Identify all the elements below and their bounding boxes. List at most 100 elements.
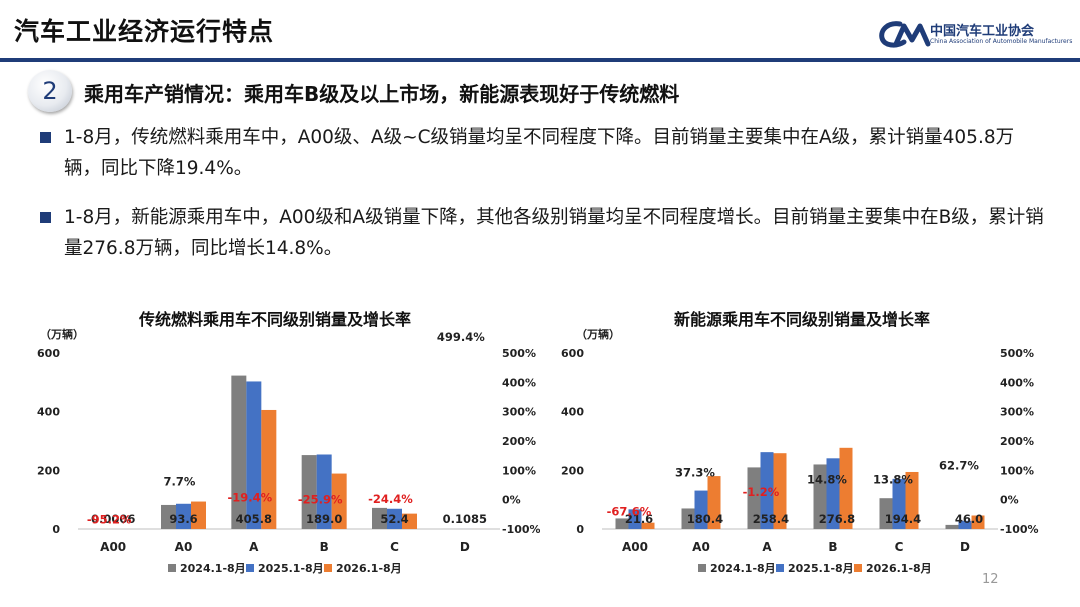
caam-logo-icon	[879, 21, 931, 48]
value-label: 180.4	[687, 512, 723, 526]
y-tick-label: 400	[561, 406, 584, 419]
legend-label: 2025.1-8月	[258, 562, 324, 575]
growth-label: -1.2%	[743, 485, 780, 499]
bar-A-2026.1-8月	[773, 453, 787, 529]
value-label: 189.0	[306, 512, 342, 526]
value-label: 0.0006	[91, 512, 135, 526]
legend-swatch-2025.1-8月	[246, 564, 254, 572]
bar-C-2026.1-8月	[905, 471, 919, 529]
section-heading: 乘用车产销情况：乘用车B级及以上市场，新能源表现好于传统燃料	[84, 82, 680, 106]
legend-label: 2026.1-8月	[866, 562, 932, 575]
title-divider	[0, 58, 1080, 62]
x-tick-label: B	[320, 540, 329, 554]
bullet-item: 1-8月，传统燃料乘用车中，A00级、A级~C级销量均呈不同程度下降。目前销量主…	[40, 122, 1050, 184]
y2-tick-label: 0%	[502, 494, 521, 507]
legend-swatch-2025.1-8月	[776, 564, 784, 572]
y2-tick-label: 200%	[502, 435, 536, 448]
growth-label: 13.8%	[873, 473, 913, 487]
bar-C-2024.1-8月	[879, 498, 893, 529]
bar-A0-2024.1-8月	[681, 508, 695, 529]
bar-A00-2025.1-8月	[628, 509, 642, 529]
bar-D-2024.1-8月	[945, 524, 959, 529]
bar-D-2026.1-8月	[971, 515, 985, 529]
growth-label: 62.7%	[939, 458, 979, 472]
bar-A0-2026.1-8月	[707, 476, 721, 529]
bar-A-2024.1-8月	[231, 375, 247, 529]
bar-A-2025.1-8月	[760, 452, 774, 529]
bar-B-2026.1-8月	[331, 473, 347, 529]
y-tick-label: 600	[561, 347, 584, 360]
bullet-square-icon	[40, 212, 51, 223]
legend-label: 2024.1-8月	[710, 562, 776, 575]
bullet-square-icon	[40, 132, 51, 143]
logo-en-text: China Association of Automobile Manufact…	[930, 38, 1073, 45]
nev-sales-chart: 新能源乘用车不同级别销量及增长率 （万辆） 0 200 400 600 -100% 0% 100…	[540, 300, 1080, 590]
y-tick-label: 0	[52, 523, 60, 536]
logo-cn-text: 中国汽车工业协会	[930, 24, 1035, 39]
value-label: 276.8	[819, 512, 855, 526]
y2-tick-label: -100%	[1000, 523, 1039, 536]
value-label: 405.8	[236, 512, 272, 526]
x-tick-label: D	[460, 540, 470, 554]
y-tick-label: 0	[576, 523, 584, 536]
growth-label: -95.2%	[87, 513, 132, 527]
bar-A-2024.1-8月	[747, 467, 761, 529]
x-tick-label: A0	[692, 540, 710, 554]
value-label: 258.4	[753, 512, 789, 526]
section-header: 2 乘用车产销情况：乘用车B级及以上市场，新能源表现好于传统燃料	[28, 70, 1048, 114]
bar-C-2025.1-8月	[387, 508, 402, 529]
bar-A00-2024.1-8月	[615, 518, 629, 529]
legend-label: 2024.1-8月	[180, 562, 246, 575]
bar-A-2026.1-8月	[261, 409, 277, 529]
growth-label: 499.4%	[437, 330, 485, 344]
value-label: 52.4	[380, 512, 408, 526]
bar-A0-2025.1-8月	[694, 490, 708, 529]
legend-label: 2026.1-8月	[336, 562, 402, 575]
legend-swatch-2026.1-8月	[324, 564, 332, 572]
legend-label: 2025.1-8月	[788, 562, 854, 575]
x-tick-label: A0	[175, 540, 193, 554]
chart-title: 传统燃料乘用车不同级别销量及增长率	[138, 310, 411, 329]
y2-tick-label: 400%	[1000, 376, 1034, 389]
bar-C-2025.1-8月	[892, 478, 906, 529]
y2-tick-label: 300%	[1000, 406, 1034, 419]
y2-tick-label: 100%	[1000, 464, 1034, 477]
y-tick-label: 200	[561, 464, 584, 477]
y-tick-label: 200	[37, 464, 60, 477]
bar-B-2025.1-8月	[826, 458, 840, 529]
value-label: 93.6	[169, 512, 197, 526]
bar-A0-2026.1-8月	[191, 501, 206, 529]
bar-B-2025.1-8月	[316, 454, 332, 529]
y2-tick-label: 500%	[1000, 347, 1034, 360]
section-number-badge: 2	[28, 70, 72, 112]
x-tick-label: A	[762, 540, 772, 554]
value-label: 0.1085	[443, 512, 487, 526]
y-axis-unit: （万辆）	[576, 327, 620, 341]
value-label: 46.0	[955, 512, 983, 526]
caam-logo: 中国汽车工业协会 China Association of Automobile…	[878, 18, 1072, 52]
ice-sales-chart: 传统燃料乘用车不同级别销量及增长率 （万辆） 0 200 400 600 -100% 0% 10…	[0, 300, 540, 590]
growth-label: -19.4%	[227, 490, 272, 504]
bullet-text: 1-8月，传统燃料乘用车中，A00级、A级~C级销量均呈不同程度下降。目前销量主…	[64, 127, 1015, 179]
y2-tick-label: 400%	[502, 376, 536, 389]
ice-sales-chart-svg: 传统燃料乘用车不同级别销量及增长率 （万辆） 0 200 400 600 -100% 0% 10…	[37, 310, 540, 575]
title-bar: 汽车工业经济运行特点 中国汽车工业协会 China Association of…	[0, 0, 1080, 62]
y-tick-label: 400	[37, 406, 60, 419]
y-tick-label: 600	[37, 347, 60, 360]
legend-swatch-2026.1-8月	[854, 564, 862, 572]
bar-A00-2026.1-8月	[641, 522, 655, 529]
growth-label: 7.7%	[164, 474, 196, 488]
bar-B-2024.1-8月	[301, 455, 317, 529]
page-number: 12	[982, 572, 999, 587]
growth-label: 37.3%	[675, 466, 715, 480]
bar-C-2024.1-8月	[372, 507, 387, 529]
growth-label: -67.6%	[607, 504, 652, 518]
value-label: 194.4	[885, 512, 921, 526]
bar-A0-2024.1-8月	[161, 504, 176, 529]
y2-tick-label: 300%	[502, 406, 536, 419]
x-tick-label: A00	[622, 540, 648, 554]
bullet-item: 1-8月，新能源乘用车中，A00级和A级销量下降，其他各级别销量均呈不同程度增长…	[40, 202, 1050, 264]
x-tick-label: C	[895, 540, 904, 554]
bar-B-2024.1-8月	[813, 464, 827, 529]
y2-tick-label: 500%	[502, 347, 536, 360]
